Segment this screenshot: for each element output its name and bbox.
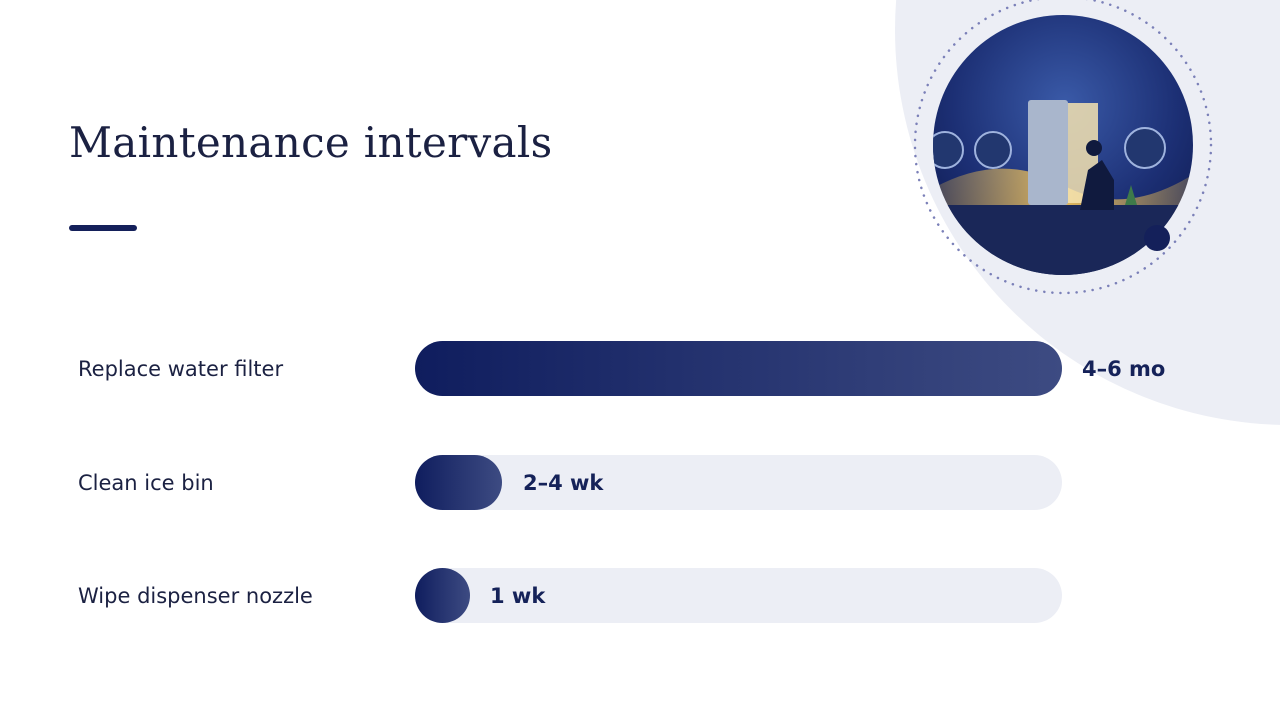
accent-dot — [1144, 225, 1170, 251]
interval-label: 2–4 wk — [523, 471, 604, 495]
interval-label: 4–6 mo — [1082, 357, 1166, 381]
title-underline — [69, 225, 137, 231]
row-label: Wipe dispenser nozzle — [78, 584, 313, 608]
dotted-ring — [913, 0, 1213, 295]
title: Maintenance intervals — [69, 118, 553, 167]
bar-fill — [415, 341, 1062, 396]
bar-fill — [415, 568, 470, 623]
row-label: Clean ice bin — [78, 471, 214, 495]
interval-label: 1 wk — [490, 584, 546, 608]
row-label: Replace water filter — [78, 357, 284, 381]
bar-track — [415, 455, 1062, 510]
bar-fill — [415, 455, 502, 510]
bar-track — [415, 341, 1062, 396]
bar-track — [415, 568, 1062, 623]
